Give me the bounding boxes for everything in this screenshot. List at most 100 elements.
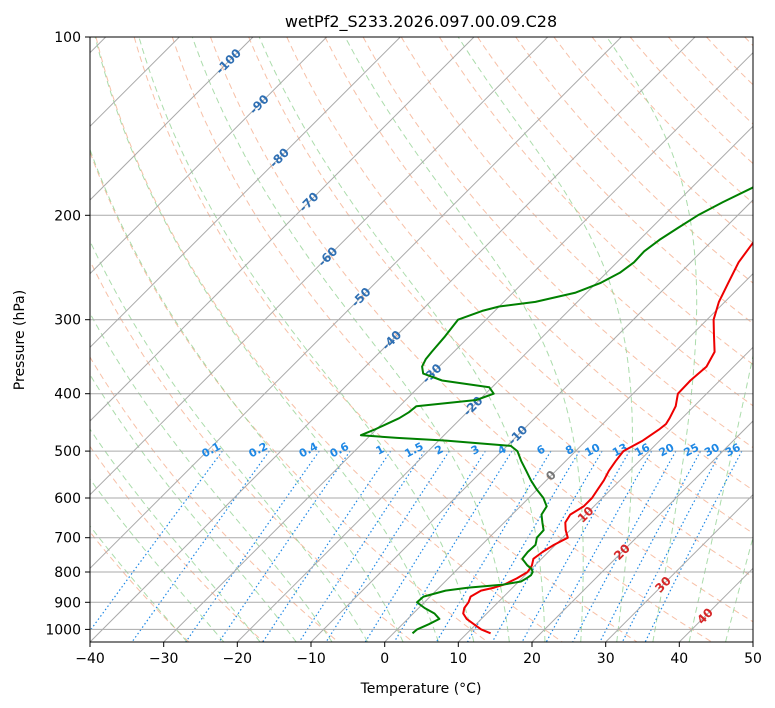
x-tick-label: −30 xyxy=(149,651,179,667)
mixing-ratio-label: 20 xyxy=(657,441,677,460)
mixing-ratio-label: 8 xyxy=(563,443,576,458)
moist-adiabat xyxy=(344,37,584,642)
mixing-ratio-label: 6 xyxy=(535,442,548,457)
dry-adiabat xyxy=(591,37,753,204)
dry-adiabat xyxy=(90,531,190,642)
mixing-ratio-line xyxy=(218,450,351,642)
mixing-ratio-line xyxy=(572,450,677,642)
dry-adiabat xyxy=(553,37,753,244)
moist-adiabat xyxy=(94,37,439,642)
mixing-ratio-line xyxy=(491,450,603,642)
moist-adiabat xyxy=(90,525,188,642)
isotherm-line xyxy=(605,493,753,642)
dewpoint-line xyxy=(359,186,753,635)
y-axis: 100 200 300 400 500 600 700 800 900 1000 xyxy=(45,30,90,638)
mixing-ratio-line xyxy=(185,450,320,642)
mixing-ratio-line xyxy=(298,450,425,642)
dry-adiabat xyxy=(90,445,264,642)
y-tick-label: 1000 xyxy=(45,622,81,638)
dry-adiabat xyxy=(90,356,339,642)
y-tick-label: 500 xyxy=(54,444,81,460)
y-tick-label: 700 xyxy=(54,531,81,547)
moist-adiabat xyxy=(90,239,369,642)
mixing-ratio-label: 0.2 xyxy=(247,440,270,461)
mixing-ratio-label: 13 xyxy=(610,441,630,460)
dry-adiabat xyxy=(248,37,753,578)
isotherm-line xyxy=(90,37,696,642)
isotherm-line xyxy=(90,37,328,275)
moist-adiabat xyxy=(90,312,333,642)
mixing-ratio-line xyxy=(262,450,392,642)
isotherm-line xyxy=(531,420,753,642)
mixing-ratio-label: 30 xyxy=(702,441,722,460)
mixing-ratio-label: 2 xyxy=(433,443,446,458)
dry-adiabat xyxy=(438,37,753,366)
x-tick-label: −20 xyxy=(223,651,253,667)
x-tick-label: 40 xyxy=(670,651,688,667)
moist-adiabat xyxy=(258,37,546,642)
y-tick-label: 900 xyxy=(54,595,81,611)
mixing-ratio-label: 36 xyxy=(723,441,743,460)
mixing-ratio-line xyxy=(393,450,513,642)
mixing-ratio-line xyxy=(364,450,486,642)
x-axis-label: Temperature (°C) xyxy=(360,681,482,697)
dry-adiabat xyxy=(400,37,753,407)
dry-adiabat xyxy=(90,150,488,642)
plot-frame xyxy=(89,36,754,643)
y-tick-label: 800 xyxy=(54,565,81,581)
x-tick-label: −10 xyxy=(296,651,326,667)
dry-adiabat xyxy=(210,37,753,623)
mixing-ratio-line xyxy=(545,450,653,642)
mixing-ratio-line xyxy=(521,450,631,642)
chart-title: wetPf2_S233.2026.097.00.09.C28 xyxy=(285,12,557,32)
isotherm-line xyxy=(384,272,753,642)
y-tick-label: 300 xyxy=(54,313,81,329)
mixing-ratio-label: 0.4 xyxy=(297,440,321,461)
background-lines xyxy=(90,37,753,642)
isotherm-line xyxy=(90,37,475,422)
dry-adiabat xyxy=(171,37,712,642)
isotherm-line xyxy=(90,37,549,496)
isotherm-line xyxy=(90,37,401,349)
isotherm-line xyxy=(90,37,622,570)
isotherm-line xyxy=(236,125,753,642)
x-tick-label: 10 xyxy=(449,651,467,667)
profiles xyxy=(359,186,753,635)
x-tick-label: 30 xyxy=(597,651,615,667)
mixing-ratio-line xyxy=(621,450,722,642)
mixing-ratio-line xyxy=(466,450,580,642)
moist-adiabat xyxy=(725,535,753,642)
isotherm-line xyxy=(310,199,753,642)
moist-adiabat xyxy=(90,428,261,642)
isotherm-line xyxy=(90,37,254,201)
mixing-ratio-label: 3 xyxy=(469,443,482,458)
dry-adiabat xyxy=(668,37,753,125)
moist-adiabat xyxy=(457,37,633,642)
x-tick-label: −40 xyxy=(75,651,105,667)
mixing-ratio-line xyxy=(131,450,270,642)
moist-adiabat xyxy=(688,353,753,642)
y-tick-label: 400 xyxy=(54,387,81,403)
moist-adiabat xyxy=(90,478,225,642)
dry-adiabat xyxy=(133,37,638,642)
mixing-ratio-label: 16 xyxy=(632,441,652,460)
y-axis-label: Pressure (hPa) xyxy=(12,290,28,390)
x-tick-label: 20 xyxy=(523,651,541,667)
moist-adiabat xyxy=(90,148,404,642)
dry-adiabat xyxy=(706,37,753,86)
moist-adiabat xyxy=(138,37,475,642)
isotherm-line xyxy=(163,51,753,642)
line-labels: 0.1 0.2 0.4 0.6 1 1.5 2 3 4 6 8 10 13 16 20 25 30 36-100-… xyxy=(200,46,743,627)
isotherm-line xyxy=(678,567,753,642)
x-tick-label: 50 xyxy=(744,651,762,667)
dry-adiabat xyxy=(286,37,753,534)
isotherm-line xyxy=(752,641,753,642)
mixing-ratio-label: 25 xyxy=(682,441,702,460)
temperature-line xyxy=(462,241,753,635)
y-tick-label: 600 xyxy=(54,491,81,507)
dry-adiabat xyxy=(324,37,753,491)
mixing-ratio-label: 10 xyxy=(583,441,603,460)
x-tick-label: 0 xyxy=(380,651,389,667)
mixing-ratio-line xyxy=(599,450,702,642)
